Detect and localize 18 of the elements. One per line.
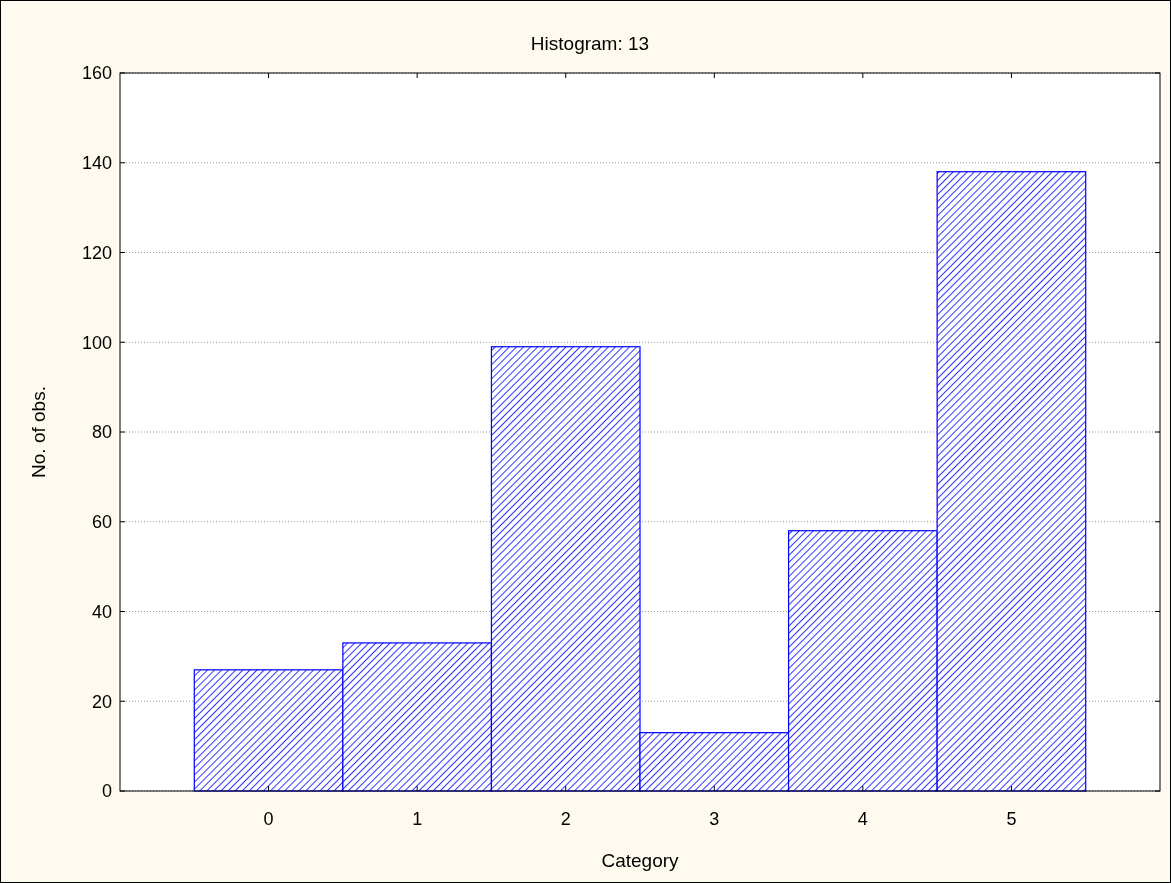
x-tick-label: 4	[857, 809, 868, 829]
chart-title: Histogram: 13	[530, 33, 650, 54]
y-tick-label: 20	[91, 691, 112, 712]
y-tick-label: 0	[101, 781, 112, 802]
y-tick-label: 40	[91, 601, 112, 622]
x-axis-title: Category	[601, 850, 680, 871]
y-tick-label: 140	[81, 153, 112, 174]
y-tick-label: 120	[81, 242, 112, 263]
x-tick-label: 0	[263, 809, 274, 829]
x-tick-label: 5	[1006, 809, 1017, 829]
y-tick-label: 60	[91, 512, 112, 533]
x-tick-label: 1	[412, 809, 423, 829]
y-tick-label: 80	[91, 422, 112, 443]
x-tick-label: 3	[709, 809, 720, 829]
y-tick-label: 100	[81, 332, 112, 353]
y-tick-label: 160	[81, 63, 112, 84]
y-axis-title: No. of obs.	[28, 386, 49, 478]
x-tick-label: 2	[560, 809, 571, 829]
